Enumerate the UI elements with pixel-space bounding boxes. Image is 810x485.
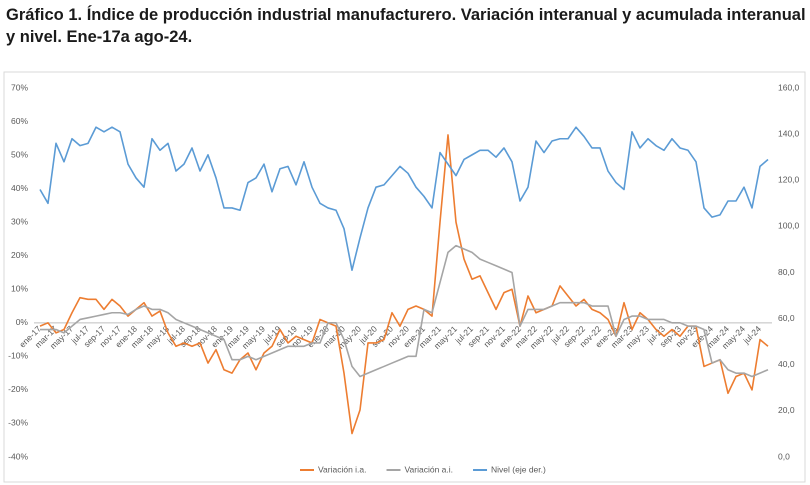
y2-tick-label: 40,0 xyxy=(778,359,795,369)
y-tick-label: 60% xyxy=(11,116,28,126)
legend-label: Variación i.a. xyxy=(318,464,367,474)
y2-tick-label: 100,0 xyxy=(778,221,800,231)
y2-tick-label: 120,0 xyxy=(778,175,800,185)
y-tick-label: 30% xyxy=(11,216,28,226)
y2-tick-label: 160,0 xyxy=(778,82,800,92)
y-tick-label: 0% xyxy=(16,317,29,327)
y-tick-label: -20% xyxy=(8,384,28,394)
y2-tick-label: 0,0 xyxy=(778,451,790,461)
y-tick-label: -40% xyxy=(8,451,28,461)
series-line xyxy=(39,134,769,435)
y2-tick-label: 140,0 xyxy=(778,128,800,138)
y-tick-label: 10% xyxy=(11,284,28,294)
y2-tick-label: 20,0 xyxy=(778,405,795,415)
chart-frame xyxy=(3,71,806,483)
y2-tick-label: 60,0 xyxy=(778,313,795,323)
legend-label: Variación a.i. xyxy=(405,464,454,474)
y-tick-label: -10% xyxy=(8,351,28,361)
y-tick-label: 50% xyxy=(11,149,28,159)
y-tick-label: 40% xyxy=(11,183,28,193)
y-tick-label: -30% xyxy=(8,418,28,428)
y-tick-label: 20% xyxy=(11,250,28,260)
series-line xyxy=(39,126,769,271)
y2-tick-label: 80,0 xyxy=(778,267,795,277)
y-tick-label: 70% xyxy=(11,82,28,92)
series-line xyxy=(40,244,769,378)
legend-label: Nivel (eje der.) xyxy=(491,464,546,474)
chart-title: Gráfico 1. Índice de producción industri… xyxy=(6,6,806,46)
